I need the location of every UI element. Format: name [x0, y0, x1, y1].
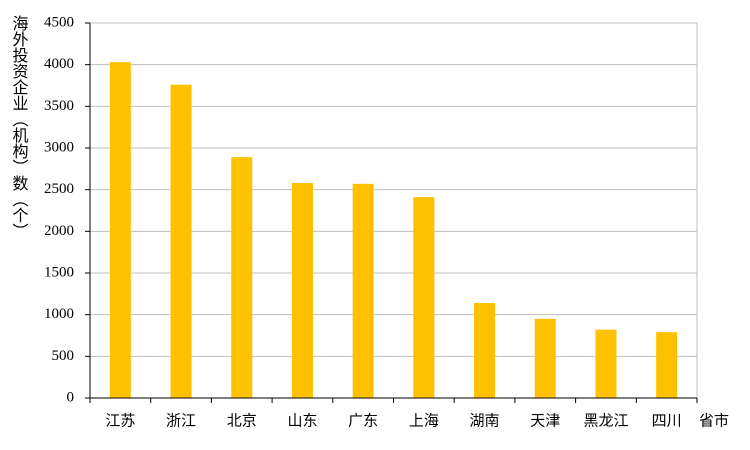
y-tick-label: 500	[52, 348, 75, 364]
x-tick-label: 浙江	[166, 412, 196, 429]
x-tick-label: 江苏	[105, 412, 135, 429]
bar	[352, 183, 374, 398]
x-tick-label: 上海	[409, 412, 439, 429]
bar	[413, 197, 435, 398]
bar	[534, 318, 556, 398]
x-tick-label: 四川	[652, 413, 682, 429]
y-tick-label: 4500	[44, 14, 74, 30]
bar	[595, 329, 617, 398]
bar	[474, 303, 496, 398]
y-tick-label: 3000	[44, 139, 74, 155]
x-axis-label: 省市	[699, 412, 729, 429]
x-tick-label: 山东	[287, 412, 317, 429]
x-tick-label: 天津	[530, 412, 560, 429]
y-tick-label: 1500	[44, 264, 74, 280]
bar	[291, 183, 313, 398]
x-tick-label: 北京	[227, 412, 257, 429]
y-tick-label: 0	[67, 389, 75, 405]
x-tick-label: 黑龙江	[583, 412, 628, 429]
y-tick-label: 2000	[44, 223, 74, 239]
bar	[656, 332, 678, 398]
bar	[231, 157, 253, 398]
y-tick-label: 4000	[44, 56, 74, 72]
y-tick-label: 1000	[44, 306, 74, 322]
y-axis-label: 海外投资企业（机构）数（个）	[10, 15, 29, 239]
bar	[170, 84, 192, 399]
bar	[109, 62, 131, 399]
y-tick-label: 3500	[44, 98, 74, 114]
x-tick-label: 湖南	[470, 412, 500, 429]
y-tick-label: 2500	[44, 181, 74, 197]
x-tick-label: 广东	[348, 412, 378, 429]
